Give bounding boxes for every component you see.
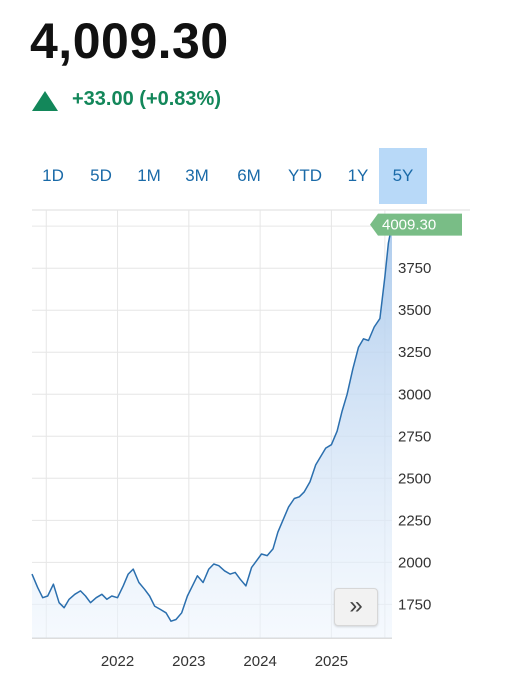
tab-5d[interactable]: 5D: [90, 166, 112, 185]
y-tick-label: 2000: [398, 554, 431, 571]
y-tick-label: 3750: [398, 260, 431, 277]
price-value: 4,009.30: [30, 13, 229, 69]
tab-1y[interactable]: 1Y: [347, 166, 369, 185]
current-value-tag: 4009.30: [370, 213, 462, 236]
x-axis: 2022 2023 2024 2025: [101, 653, 348, 670]
y-tick-label: 2750: [398, 428, 431, 445]
x-tick-label: 2024: [243, 653, 276, 670]
tab-ytd[interactable]: YTD: [288, 166, 322, 185]
tab-5y[interactable]: 5Y: [379, 148, 427, 204]
range-tabs: 1D 5D 1M 3M 6M YTD 1Y 5Y: [30, 148, 450, 204]
x-tick-label: 2022: [101, 653, 134, 670]
current-value-label: 4009.30: [382, 217, 436, 234]
y-tick-label: 2500: [398, 470, 431, 487]
tab-3m[interactable]: 3M: [185, 166, 209, 185]
tab-6m[interactable]: 6M: [237, 166, 261, 185]
y-tick-label: 3500: [398, 302, 431, 319]
y-tick-label: 3250: [398, 344, 431, 361]
tab-1d[interactable]: 1D: [42, 166, 64, 185]
tab-1m[interactable]: 1M: [137, 166, 161, 185]
price-area: [32, 224, 392, 638]
expand-chart-button[interactable]: »: [334, 588, 378, 626]
price-chart: 3750 3500 3250 3000 2750 2500 2250 2000 1750 202…: [31, 209, 470, 670]
y-tick-label: 1750: [398, 596, 431, 613]
x-tick-label: 2023: [172, 653, 205, 670]
change-value: +33.00 (+0.83%): [72, 88, 221, 110]
double-chevron-right-icon: »: [349, 592, 363, 619]
x-tick-label: 2025: [315, 653, 348, 670]
y-axis: 3750 3500 3250 3000 2750 2500 2250 2000 1750: [398, 260, 431, 613]
y-tick-label: 3000: [398, 386, 431, 403]
y-tick-label: 2250: [398, 512, 431, 529]
up-triangle-icon: [32, 91, 58, 111]
price-line: [31, 224, 393, 622]
